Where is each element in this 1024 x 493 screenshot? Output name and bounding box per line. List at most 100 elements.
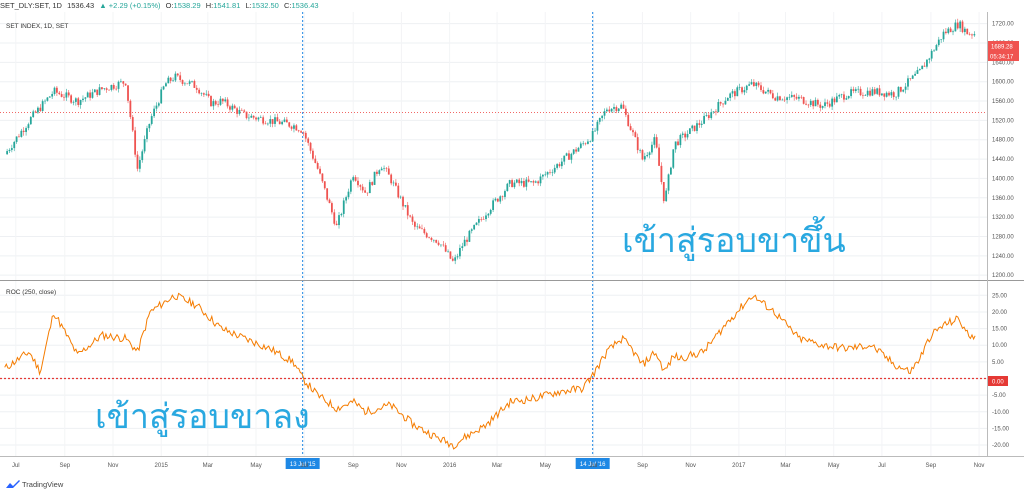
candle-body — [760, 85, 762, 91]
candle-body — [826, 102, 829, 104]
candle-body — [518, 179, 521, 184]
candle-body — [762, 90, 765, 94]
zero-badge — [988, 376, 1008, 386]
candle-body — [416, 226, 419, 228]
candle-body — [752, 82, 755, 87]
candle-body — [568, 153, 570, 160]
time-tick-label: Sep — [59, 463, 70, 469]
candle-body — [722, 103, 724, 105]
candle-body — [935, 45, 938, 51]
candle-body — [238, 109, 241, 114]
candle-body — [911, 75, 914, 79]
candle-body — [368, 182, 371, 194]
candle-body — [138, 160, 141, 169]
candle-body — [150, 116, 153, 124]
brand-label[interactable]: TradingView — [22, 480, 64, 489]
candle-body — [373, 171, 376, 185]
candle-body — [153, 108, 155, 117]
candle-body — [383, 168, 385, 169]
candle-body — [570, 153, 573, 160]
candle-body — [707, 115, 710, 119]
candle-body — [755, 82, 758, 87]
candle-body — [793, 95, 796, 97]
candle-body — [131, 117, 134, 131]
price-tick-label: 1400.00 — [992, 176, 1014, 182]
candle-body — [539, 176, 542, 184]
candle-body — [165, 83, 167, 87]
candle-body — [89, 92, 91, 98]
candle-body — [319, 168, 321, 174]
candle-body — [312, 150, 314, 159]
candle-body — [769, 89, 772, 94]
candle-body — [245, 111, 248, 119]
candle-body — [252, 115, 255, 118]
time-tick-label: Mar — [203, 463, 213, 469]
candle-body — [231, 105, 234, 110]
price-tick-label: 1600.00 — [992, 80, 1014, 86]
candle-body — [819, 104, 822, 108]
time-tick-label: Mar — [492, 463, 502, 469]
price-badge-text: 1689.28 — [991, 45, 1013, 51]
time-tick-label: 2016 — [443, 463, 457, 469]
candle-body — [629, 126, 632, 131]
candle-body — [440, 244, 442, 246]
candle-body — [546, 172, 549, 175]
candle-body — [470, 229, 473, 231]
candle-body — [186, 83, 189, 85]
candle-body — [696, 123, 698, 131]
candle-body — [918, 69, 921, 71]
candle-body — [93, 89, 96, 93]
candle-body — [96, 89, 99, 95]
chart-area[interactable]: 13 Jul '15 14 Jul '16 1200.00 1240.00 1280.… — [0, 12, 1024, 476]
candle-body — [105, 88, 108, 90]
candle-body — [378, 170, 381, 174]
candle-body — [53, 87, 56, 95]
candle-body — [134, 130, 137, 155]
candle-body — [748, 84, 751, 86]
price-tick-label: 1720.00 — [992, 22, 1014, 28]
candle-body — [634, 132, 637, 138]
candle-body — [857, 88, 860, 90]
price-candles — [6, 18, 976, 265]
candle-body — [115, 88, 118, 90]
date-markers: 13 Jul '15 14 Jul '16 — [285, 12, 610, 469]
time-badge-text: 05:34:17 — [990, 55, 1014, 61]
candle-body — [380, 168, 383, 171]
candle-body — [838, 95, 841, 97]
candle-body — [672, 149, 675, 168]
candle-body — [923, 65, 926, 67]
candle-body — [532, 181, 535, 183]
candle-body — [459, 247, 461, 257]
candle-body — [615, 107, 618, 112]
candle-body — [916, 70, 919, 74]
date-marker-badge — [575, 458, 610, 469]
candle-body — [750, 82, 753, 85]
candle-body — [276, 117, 279, 122]
low-value: 1532.50 — [251, 1, 279, 10]
candle-body — [904, 86, 907, 90]
candle-body — [290, 126, 293, 129]
candle-body — [807, 104, 810, 106]
candle-body — [496, 198, 499, 202]
symbol-label[interactable]: SET_DLY:SET, 1D — [0, 1, 62, 10]
candle-body — [402, 196, 404, 207]
candle-body — [937, 39, 940, 46]
candle-body — [603, 111, 606, 116]
candle-body — [385, 168, 388, 169]
candle-body — [221, 98, 224, 102]
candle-body — [738, 87, 741, 88]
candle-body — [715, 111, 717, 113]
candle-body — [437, 242, 440, 245]
candle-body — [15, 136, 18, 142]
candle-body — [46, 97, 49, 101]
candle-body — [594, 130, 596, 132]
candle-body — [162, 86, 165, 90]
candle-body — [771, 93, 774, 99]
candle-body — [127, 85, 129, 101]
candle-body — [757, 82, 760, 86]
candle-body — [20, 130, 23, 137]
candle-body — [39, 107, 42, 111]
candle-body — [342, 200, 345, 214]
candle-body — [63, 96, 65, 98]
time-tick-label: Nov — [108, 463, 119, 469]
